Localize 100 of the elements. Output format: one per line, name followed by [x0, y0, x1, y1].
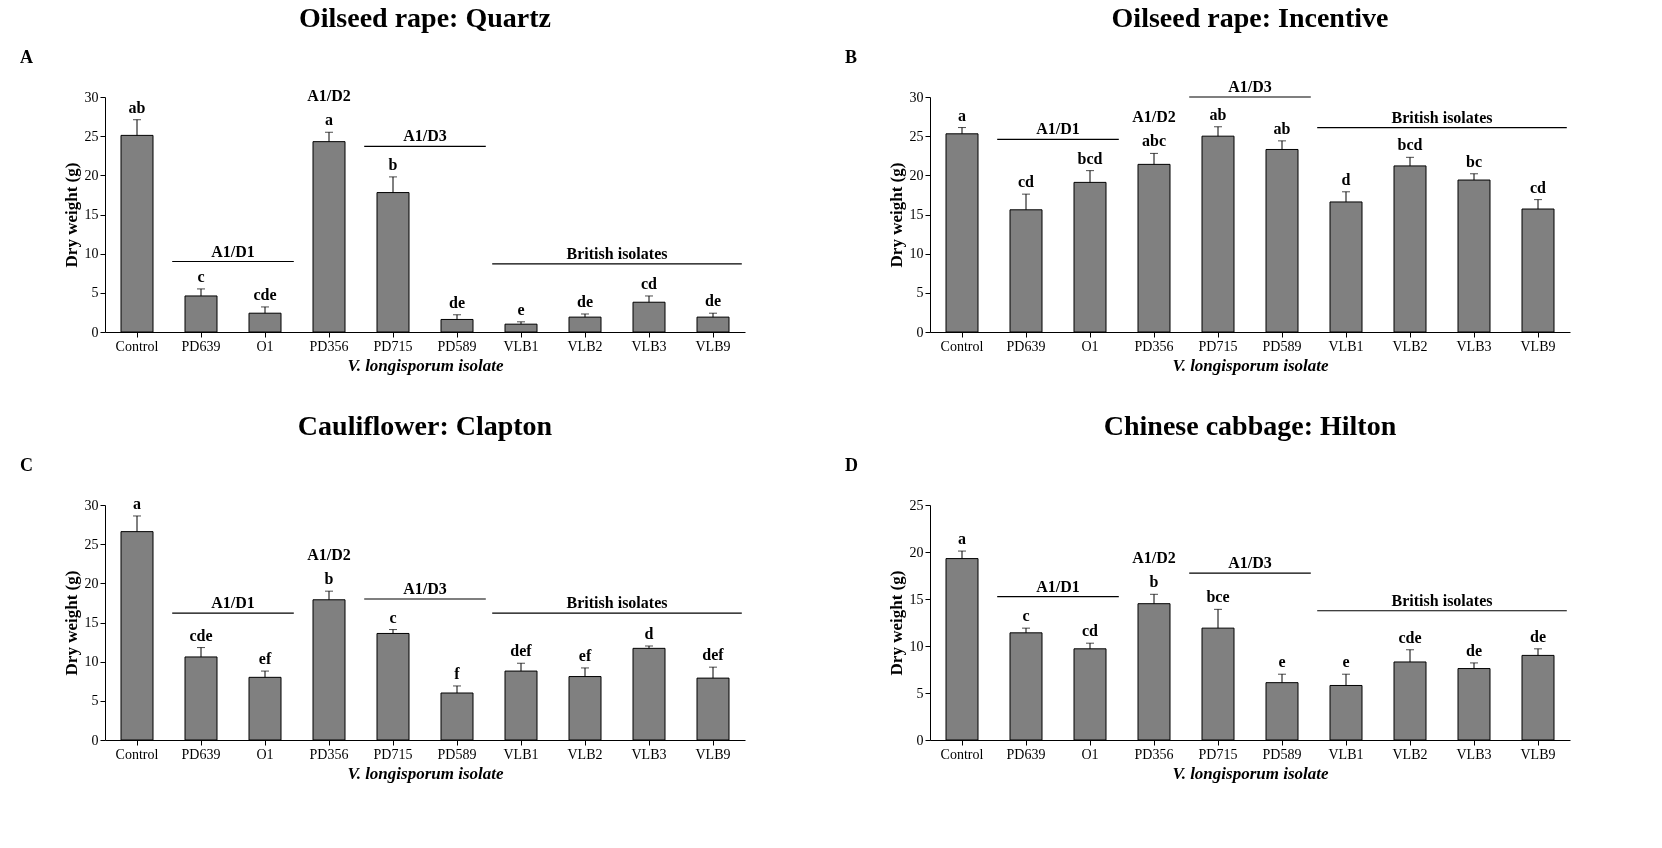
x-tick-label: VLB2: [567, 338, 603, 354]
data-label: A1/D2 a: [307, 87, 351, 129]
data-label: cde: [1398, 628, 1422, 646]
y-tick-label: 15: [909, 591, 924, 607]
x-tick-label: PD715: [373, 338, 413, 354]
annotation: A1/D1: [211, 594, 255, 612]
data-label: ef: [258, 650, 272, 668]
data-label: ab: [1273, 119, 1291, 137]
data-label: f: [454, 664, 461, 682]
y-axis-title: Dry weight (g): [61, 162, 81, 268]
x-tick-label: PD715: [1198, 746, 1238, 762]
x-tick-label: Control: [940, 338, 984, 354]
x-tick-label: Control: [115, 338, 159, 354]
data-label: e: [517, 300, 525, 318]
x-tick-label: VLB2: [1392, 746, 1428, 762]
y-axis-title: Dry weight (g): [886, 570, 906, 676]
x-tick-label: PD639: [1006, 746, 1046, 762]
y-tick-label: 5: [91, 693, 99, 709]
data-label: bce: [1206, 588, 1230, 606]
data-label: bcd: [1397, 136, 1423, 154]
x-tick-label: PD639: [181, 338, 221, 354]
y-tick-label: 25: [84, 536, 99, 552]
data-label: A1/D2 b: [1132, 549, 1176, 591]
text: A: [20, 47, 33, 67]
x-tick-label: PD589: [437, 746, 477, 762]
y-tick-label: 20: [909, 167, 924, 183]
annotation: A1/D3: [403, 127, 447, 145]
annotation: A1/D1: [1036, 577, 1080, 595]
data-label: bc: [1466, 152, 1482, 170]
annotation: A1/D1: [1036, 120, 1080, 138]
text: D: [845, 455, 858, 475]
data-label: e: [1342, 653, 1350, 671]
y-tick-label: 30: [84, 497, 99, 513]
y-tick-label: 5: [916, 285, 924, 301]
y-tick-label: 10: [909, 246, 924, 262]
data-label: a: [133, 494, 141, 512]
y-tick-label: 25: [84, 128, 99, 144]
x-tick-label: VLB3: [631, 338, 667, 354]
data-label: ab: [128, 98, 146, 116]
chart-title: Cauliflower: Clapton: [297, 410, 553, 441]
annotation: A1/D3: [1228, 554, 1272, 572]
annotation: British isolates: [1391, 591, 1493, 609]
y-tick-label: 10: [909, 638, 924, 654]
x-tick-label: O1: [1081, 746, 1099, 762]
x-tick-label: VLB9: [1520, 338, 1556, 354]
y-axis-title: Dry weight (g): [61, 570, 81, 676]
data-label: de: [449, 293, 465, 311]
x-tick-label: VLB9: [695, 338, 731, 354]
chart-title: Chinese cabbage: Hilton: [1103, 410, 1397, 441]
x-tick-label: PD356: [309, 746, 349, 762]
data-label: d: [1341, 170, 1351, 188]
annotation: British isolates: [566, 244, 668, 262]
y-tick-label: 15: [84, 207, 99, 222]
y-tick-label: 0: [916, 324, 924, 340]
data-label: cde: [189, 626, 213, 644]
x-tick-label: VLB1: [503, 746, 539, 762]
x-tick-label: PD589: [1262, 338, 1302, 354]
x-tick-label: VLB3: [1456, 746, 1492, 762]
y-tick-label: 30: [84, 89, 99, 105]
x-tick-label: O1: [256, 338, 274, 354]
text: C: [20, 455, 33, 475]
x-tick-label: O1: [1081, 338, 1099, 354]
x-tick-label: O1: [256, 746, 274, 762]
data-label: de: [1530, 627, 1546, 645]
data-label: e: [1278, 653, 1286, 671]
data-label: def: [702, 646, 725, 664]
x-tick-label: Control: [940, 746, 984, 762]
data-label: A1/D2 abc: [1132, 108, 1176, 150]
data-label: c: [197, 267, 205, 285]
data-label: ef: [578, 646, 592, 664]
x-axis-title: V. longisporum isolate: [347, 763, 504, 783]
y-tick-label: 20: [909, 544, 924, 560]
y-axis-title: Dry weight (g): [886, 162, 906, 268]
data-label: a: [958, 106, 966, 124]
x-tick-label: VLB9: [1520, 746, 1556, 762]
y-tick-label: 0: [916, 732, 924, 748]
data-label: de: [1466, 641, 1482, 659]
data-label: d: [644, 625, 654, 642]
x-tick-label: PD356: [309, 338, 349, 354]
data-label: A1/D2 b: [307, 546, 351, 588]
text: A1/D3: [1228, 78, 1272, 95]
x-tick-label: VLB1: [1328, 746, 1364, 762]
y-tick-label: 0: [91, 732, 99, 748]
y-tick-label: 10: [84, 654, 99, 670]
annotation: British isolates: [566, 594, 668, 612]
x-tick-label: VLB3: [1456, 338, 1492, 354]
x-tick-label: VLB1: [1328, 338, 1364, 354]
data-label: cd: [641, 274, 658, 292]
data-label: de: [577, 292, 593, 310]
x-tick-label: VLB3: [631, 746, 667, 762]
y-tick-label: 15: [909, 207, 924, 222]
annotation: A1/D3: [403, 580, 447, 597]
annotation: A1/D1: [211, 242, 255, 260]
y-tick-label: 5: [91, 285, 99, 301]
y-tick-label: 20: [84, 167, 99, 183]
data-label: c: [389, 608, 397, 626]
annotation: British isolates: [1391, 108, 1493, 126]
x-tick-label: PD639: [1006, 338, 1046, 354]
x-tick-label: PD715: [373, 746, 413, 762]
x-tick-label: VLB9: [695, 746, 731, 762]
